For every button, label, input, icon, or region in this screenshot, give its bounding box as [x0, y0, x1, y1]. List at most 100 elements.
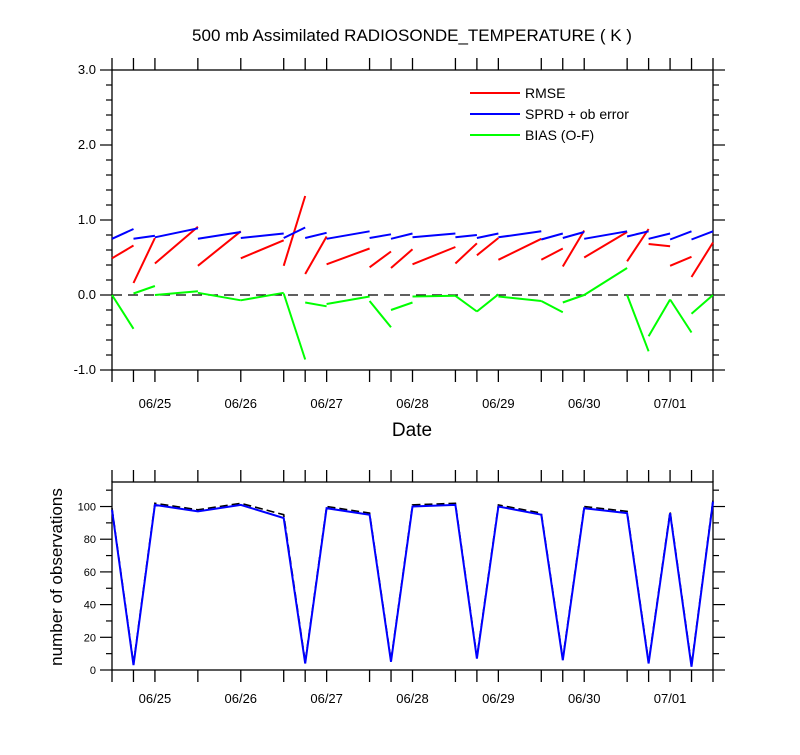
series-rmse — [111, 195, 714, 284]
legend-label: RMSE — [525, 85, 565, 101]
series-segment — [197, 291, 241, 302]
chart-title: 500 mb Assimilated RADIOSONDE_TEMPERATUR… — [192, 26, 632, 45]
top-chart: 06/25 06/26 06/27 06/28 06/29 06/30 07/01 -1.0 0… — [74, 58, 725, 411]
series-segment — [562, 231, 585, 239]
series-segment — [626, 294, 650, 352]
observations-total-line — [111, 499, 714, 666]
series-segment — [304, 231, 327, 239]
series-segment — [326, 230, 370, 240]
y-tick-label: 80 — [84, 534, 96, 546]
series-segment — [240, 239, 285, 260]
legend-label: BIAS (O-F) — [525, 127, 594, 143]
series-segment — [454, 242, 478, 265]
series-segment — [111, 294, 135, 330]
series-segment — [390, 301, 413, 311]
y-tick-label: 2.0 — [78, 137, 96, 152]
series-segment — [498, 230, 542, 239]
series-segment — [154, 226, 199, 265]
series-segment — [669, 230, 692, 241]
observations-assimilated-line — [111, 501, 714, 667]
series-segment — [369, 233, 392, 239]
y-tick-label: 0.0 — [78, 287, 96, 302]
series-segment — [648, 243, 671, 248]
series-segment — [648, 232, 671, 240]
series-segment — [562, 294, 585, 304]
series-segment — [132, 237, 156, 284]
series-segment — [669, 255, 692, 267]
series-segment — [154, 227, 199, 239]
series-segment — [583, 267, 628, 296]
series-segment — [197, 230, 242, 267]
series-segment — [541, 232, 564, 241]
series-segment — [283, 226, 306, 239]
series-segment — [111, 244, 135, 260]
y-tick-label: 100 — [78, 502, 96, 514]
x-tick-label: 07/01 — [654, 396, 687, 411]
series-segment — [390, 232, 413, 240]
series-segment — [368, 300, 392, 328]
series-segment — [476, 237, 500, 257]
series-segment — [326, 295, 370, 305]
series-segment — [691, 230, 714, 241]
series-segment — [498, 295, 542, 302]
series-segment — [454, 294, 478, 313]
series-segment — [282, 195, 307, 267]
y-tick-label: -1.0 — [74, 362, 96, 377]
x-tick-label: 07/01 — [654, 691, 687, 706]
x-tick-label: 06/30 — [568, 396, 601, 411]
legend-label: SPRD + ob error — [525, 106, 629, 122]
series-segment — [412, 232, 456, 239]
series-segment — [154, 290, 198, 296]
series-segment — [583, 231, 628, 259]
series-segment — [455, 234, 478, 239]
series-segment — [561, 229, 586, 268]
series-segment — [240, 232, 284, 239]
series-sprd-ob-error — [111, 226, 714, 241]
x-tick-label: 06/25 — [139, 691, 172, 706]
series-segment — [476, 293, 500, 313]
x-tick-label: 06/30 — [568, 691, 601, 706]
series-segment — [305, 301, 327, 308]
series-segment — [133, 285, 156, 295]
series-bias-o-f — [111, 267, 714, 360]
y-tick-label: 60 — [84, 567, 96, 579]
series-segment — [133, 234, 156, 240]
series-segment — [690, 294, 714, 315]
x-tick-label: 06/28 — [396, 691, 429, 706]
y-tick-label: 3.0 — [78, 62, 96, 77]
x-tick-label: 06/25 — [139, 396, 172, 411]
series-segment — [326, 247, 370, 266]
series-segment — [282, 293, 307, 360]
series-segment — [626, 230, 649, 238]
series-segment — [197, 231, 241, 240]
series-segment — [390, 248, 414, 269]
series-segment — [647, 298, 671, 337]
y-axis-label-observations: number of observations — [47, 488, 66, 666]
series-segment — [240, 291, 284, 302]
series-segment — [540, 247, 564, 261]
series-segment — [476, 232, 499, 239]
series-segment — [669, 298, 693, 334]
series-segment — [111, 228, 134, 240]
x-tick-label: 06/28 — [396, 396, 429, 411]
x-axis-label: Date — [392, 420, 432, 441]
series-segment — [626, 228, 650, 262]
y-tick-label: 40 — [84, 600, 96, 612]
x-tick-label: 06/27 — [310, 396, 343, 411]
series-segment — [497, 237, 542, 261]
x-tick-label: 06/26 — [225, 691, 258, 706]
x-tick-label: 06/29 — [482, 396, 515, 411]
x-tick-label: 06/27 — [310, 691, 343, 706]
y-tick-label: 20 — [84, 632, 96, 644]
series-segment — [412, 294, 456, 298]
x-tick-label: 06/29 — [482, 691, 515, 706]
y-tick-label: 0 — [90, 665, 96, 677]
series-segment — [540, 300, 564, 314]
series-segment — [690, 241, 714, 278]
y-tick-label: 1.0 — [78, 212, 96, 227]
x-tick-label: 06/26 — [225, 396, 258, 411]
series-segment — [369, 250, 392, 269]
series-segment — [584, 230, 628, 240]
